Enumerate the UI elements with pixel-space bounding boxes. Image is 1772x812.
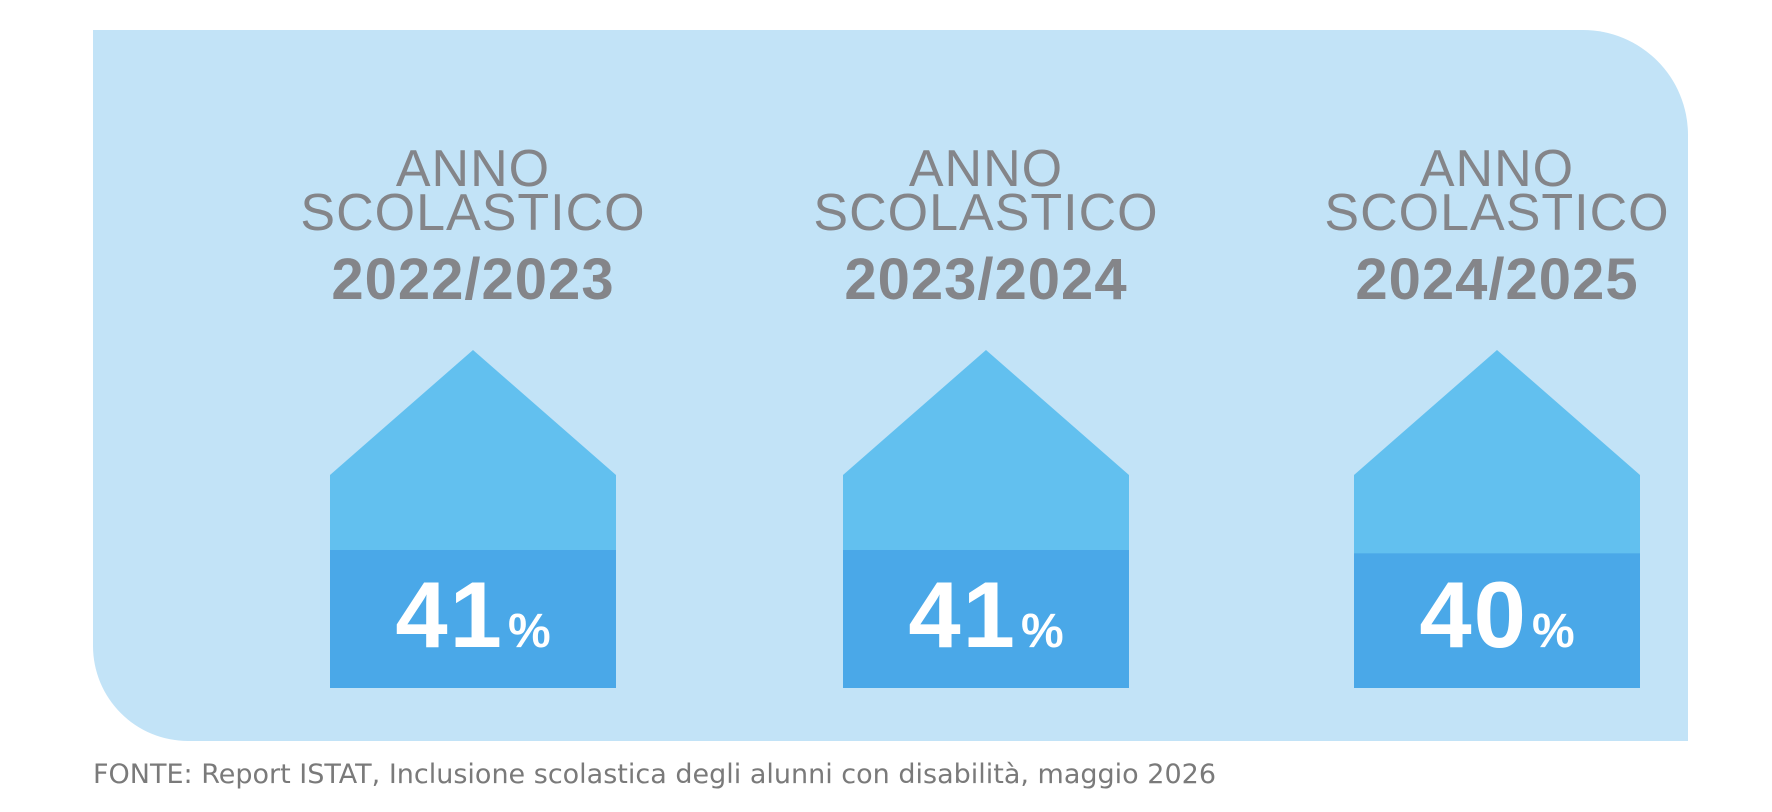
heading-line-anno: ANNO <box>908 140 1064 198</box>
value-label: 40% <box>1297 565 1697 665</box>
value-number: 40 <box>1419 562 1528 667</box>
house-shape <box>1354 350 1640 688</box>
chart-panel: ANNO SCOLASTICO 2022/2023 41% ANNO SCOLA… <box>93 30 1688 741</box>
value-unit: % <box>1531 605 1575 658</box>
house-svg <box>330 350 616 688</box>
value-label: 41% <box>786 565 1186 665</box>
heading-line-scolastico: SCOLASTICO <box>813 184 1159 242</box>
house-fill-bar <box>1354 553 1640 688</box>
value-label: 41% <box>273 565 673 665</box>
value-number: 41 <box>395 562 504 667</box>
house-fill-bar <box>843 550 1129 688</box>
value-unit: % <box>1020 605 1064 658</box>
heading-line-scolastico: SCOLASTICO <box>1324 184 1670 242</box>
house-fill-bar <box>330 550 616 688</box>
heading-line-anno: ANNO <box>395 140 551 198</box>
school-year-label: 2024/2025 <box>1355 247 1639 312</box>
house-svg <box>1354 350 1640 688</box>
column-heading: ANNO SCOLASTICO 2022/2023 <box>273 140 673 312</box>
heading-line-anno: ANNO <box>1419 140 1575 198</box>
value-unit: % <box>507 605 551 658</box>
house-shape <box>843 350 1129 688</box>
school-year-label: 2022/2023 <box>331 247 615 312</box>
house-svg <box>843 350 1129 688</box>
school-year-label: 2023/2024 <box>844 247 1128 312</box>
value-number: 41 <box>908 562 1017 667</box>
column-heading: ANNO SCOLASTICO 2023/2024 <box>786 140 1186 312</box>
house-shape <box>330 350 616 688</box>
heading-line-scolastico: SCOLASTICO <box>300 184 646 242</box>
column-heading: ANNO SCOLASTICO 2024/2025 <box>1297 140 1697 312</box>
source-note: FONTE: Report ISTAT, Inclusione scolasti… <box>93 759 1216 790</box>
